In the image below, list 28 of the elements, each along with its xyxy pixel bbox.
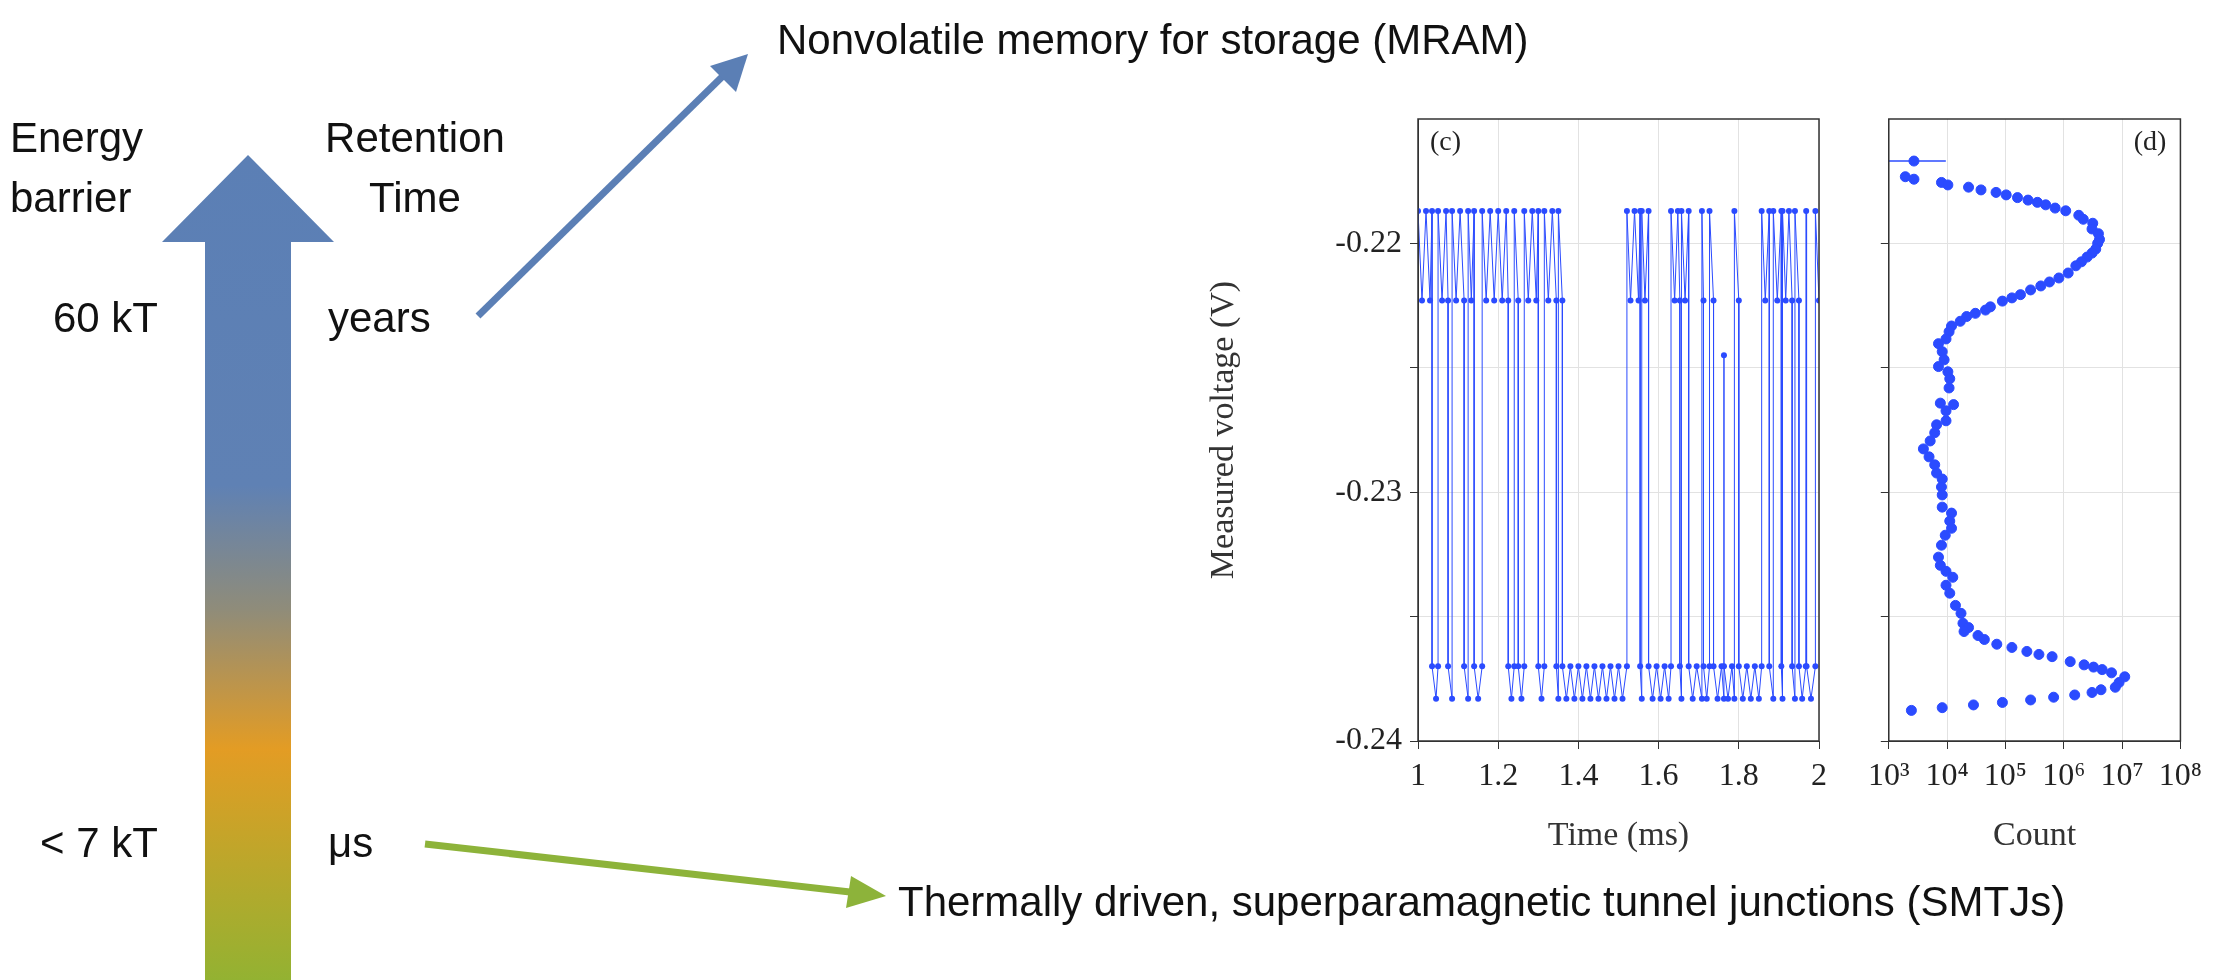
y-axis-title: Measured voltage (V) [1203, 280, 1242, 580]
x-tick-label: 1 [1410, 755, 1426, 792]
x-tick-label: 10⁸ [2158, 755, 2202, 792]
x-axis-title: Time (ms) [1547, 814, 1690, 853]
chart-title: (c) [1430, 125, 1462, 157]
text: Retention Time [324, 113, 506, 223]
y-tick-label: -0.23 [1335, 471, 1402, 508]
x-tick-label: 1.4 [1558, 755, 1599, 792]
x-tick-label: 1.8 [1718, 755, 1759, 792]
x-tick-label: 1.2 [1478, 755, 1519, 792]
x-tick-label: 10³ [1868, 755, 1910, 792]
text: years [328, 293, 432, 343]
text: < 7 kT [39, 818, 158, 868]
x-tick-label: 10⁶ [2042, 755, 2086, 792]
x-tick-label: 10⁴ [1925, 755, 1969, 792]
y-tick-label: -0.22 [1335, 222, 1402, 259]
text: Energy barrier [10, 113, 145, 223]
x-tick-label: 10⁷ [2100, 755, 2144, 792]
text: μs [328, 818, 375, 868]
text: Nonvolatile memory for storage (MRAM) [777, 15, 1530, 65]
x-tick-label: 2 [1811, 755, 1827, 792]
y-tick-label: -0.24 [1335, 720, 1402, 757]
x-tick-label: 1.6 [1638, 755, 1679, 792]
text: 60 kT [51, 293, 158, 343]
chart-title: (d) [2133, 125, 2167, 157]
text: Thermally driven, superparamagnetic tunnel junctions (SMTJs) [898, 877, 2067, 927]
x-tick-label: 10⁵ [1983, 755, 2028, 792]
x-axis-title: Count [1993, 814, 2077, 852]
